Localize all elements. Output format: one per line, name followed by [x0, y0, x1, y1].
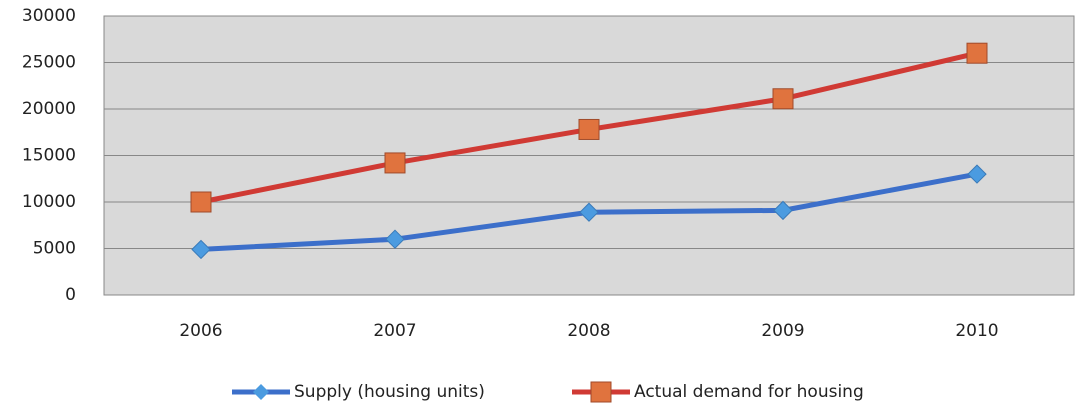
legend-label: Actual demand for housing [634, 382, 864, 402]
legend-label: Supply (housing units) [294, 382, 485, 402]
point [772, 88, 794, 110]
y-tick-label: 30000 [22, 6, 76, 26]
x-tick-label: 2007 [373, 321, 416, 341]
x-tick-label: 2009 [761, 321, 804, 341]
x-tick-label: 2006 [179, 321, 222, 341]
point [579, 202, 599, 222]
legend-marker [590, 381, 612, 403]
y-tick-label: 5000 [33, 239, 76, 259]
y-tick-label: 0 [65, 285, 76, 305]
point [773, 200, 793, 221]
point [385, 229, 405, 249]
x-tick-label: 2008 [567, 321, 610, 341]
point [190, 191, 212, 213]
x-tick-label: 2010 [955, 321, 998, 341]
y-tick-label: 25000 [22, 53, 76, 73]
point [966, 42, 988, 64]
y-tick-label: 10000 [22, 192, 76, 212]
y-tick-label: 20000 [22, 99, 76, 119]
point [578, 118, 600, 140]
y-tick-label: 15000 [22, 146, 76, 166]
point [384, 152, 406, 174]
legend-marker [253, 384, 269, 400]
point [191, 239, 211, 260]
point [967, 164, 987, 184]
